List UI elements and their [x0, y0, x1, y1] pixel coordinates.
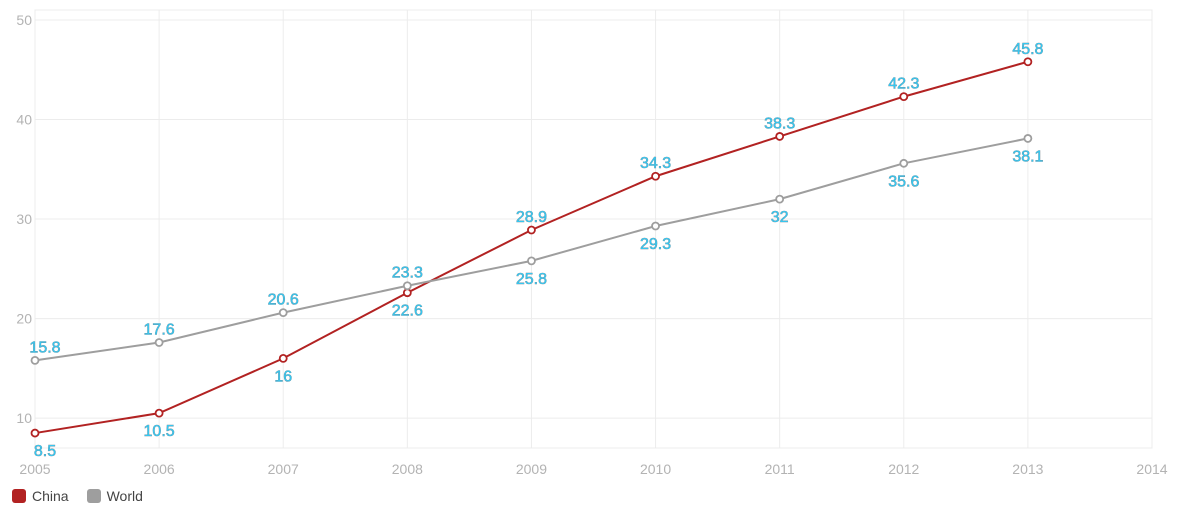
data-point-world[interactable]: [278, 308, 288, 318]
data-label-china: 10.5: [144, 423, 175, 440]
x-tick-label: 2005: [19, 461, 50, 477]
legend-item-world[interactable]: World: [86, 488, 143, 504]
data-label-china: 28.9: [516, 209, 547, 226]
x-tick-label: 2006: [144, 461, 175, 477]
data-label-world: 25.8: [516, 271, 547, 288]
data-label-china: 8.5: [34, 443, 56, 460]
data-point-china[interactable]: [527, 225, 536, 235]
data-label-world: 35.6: [888, 173, 919, 190]
data-point-china[interactable]: [30, 428, 40, 438]
data-label-china: 38.3: [764, 115, 795, 132]
series-world: [30, 134, 1033, 365]
y-tick-label: 10: [16, 410, 32, 426]
data-label-world: 32: [771, 209, 789, 226]
data-label-world: 38.1: [1012, 148, 1043, 165]
data-point-china[interactable]: [154, 408, 164, 418]
data-point-world[interactable]: [651, 221, 660, 231]
y-tick-label: 40: [16, 112, 32, 128]
data-point-world[interactable]: [154, 338, 164, 347]
legend: China World: [12, 488, 155, 504]
data-label-world: 17.6: [144, 321, 175, 338]
x-tick-label: 2012: [888, 461, 919, 477]
data-label-world: 20.6: [268, 292, 299, 309]
plot-area: [34, 9, 1153, 449]
data-label-world: 29.3: [640, 236, 671, 253]
x-tick-label: 2008: [392, 461, 423, 477]
x-tick-label: 2013: [1012, 461, 1043, 477]
data-label-china: 42.3: [888, 76, 919, 93]
line-chart: 2005 2006 2007 2008 2009 2010 2011 2012 2013 2014…: [16, 9, 1168, 477]
data-label-world: 15.8: [29, 339, 60, 356]
series-china: [30, 57, 1033, 438]
data-point-china[interactable]: [651, 171, 660, 181]
legend-label-china: China: [32, 488, 69, 504]
data-point-china[interactable]: [278, 354, 288, 363]
legend-label-world: World: [106, 488, 143, 504]
legend-swatch-china: [12, 489, 26, 503]
y-tick-label: 20: [16, 311, 32, 327]
y-tick-label: 50: [16, 12, 32, 28]
grid: [34, 10, 1153, 448]
data-point-world[interactable]: [527, 256, 536, 266]
legend-item-china[interactable]: China: [12, 488, 69, 504]
data-point-china[interactable]: [775, 132, 785, 141]
x-tick-label: 2010: [640, 461, 671, 477]
x-tick-label: 2007: [268, 461, 299, 477]
data-label-china: 45.8: [1012, 41, 1043, 58]
x-tick-label: 2009: [516, 461, 547, 477]
x-tick-label: 2011: [765, 461, 795, 477]
data-label-china: 22.6: [392, 303, 423, 320]
data-point-world[interactable]: [899, 158, 909, 168]
data-point-world[interactable]: [30, 355, 40, 365]
data-point-china[interactable]: [1023, 57, 1033, 67]
data-point-china[interactable]: [402, 288, 412, 298]
data-point-china[interactable]: [899, 92, 909, 102]
data-point-world[interactable]: [402, 281, 412, 291]
data-label-world: 23.3: [392, 265, 423, 282]
data-point-world[interactable]: [1023, 134, 1033, 143]
legend-swatch-world: [86, 489, 101, 503]
y-tick-label: 30: [16, 211, 32, 227]
x-tick-label: 2014: [1136, 461, 1167, 477]
data-label-china: 34.3: [640, 155, 671, 172]
data-point-world[interactable]: [775, 194, 785, 204]
data-label-china: 16: [274, 368, 292, 385]
